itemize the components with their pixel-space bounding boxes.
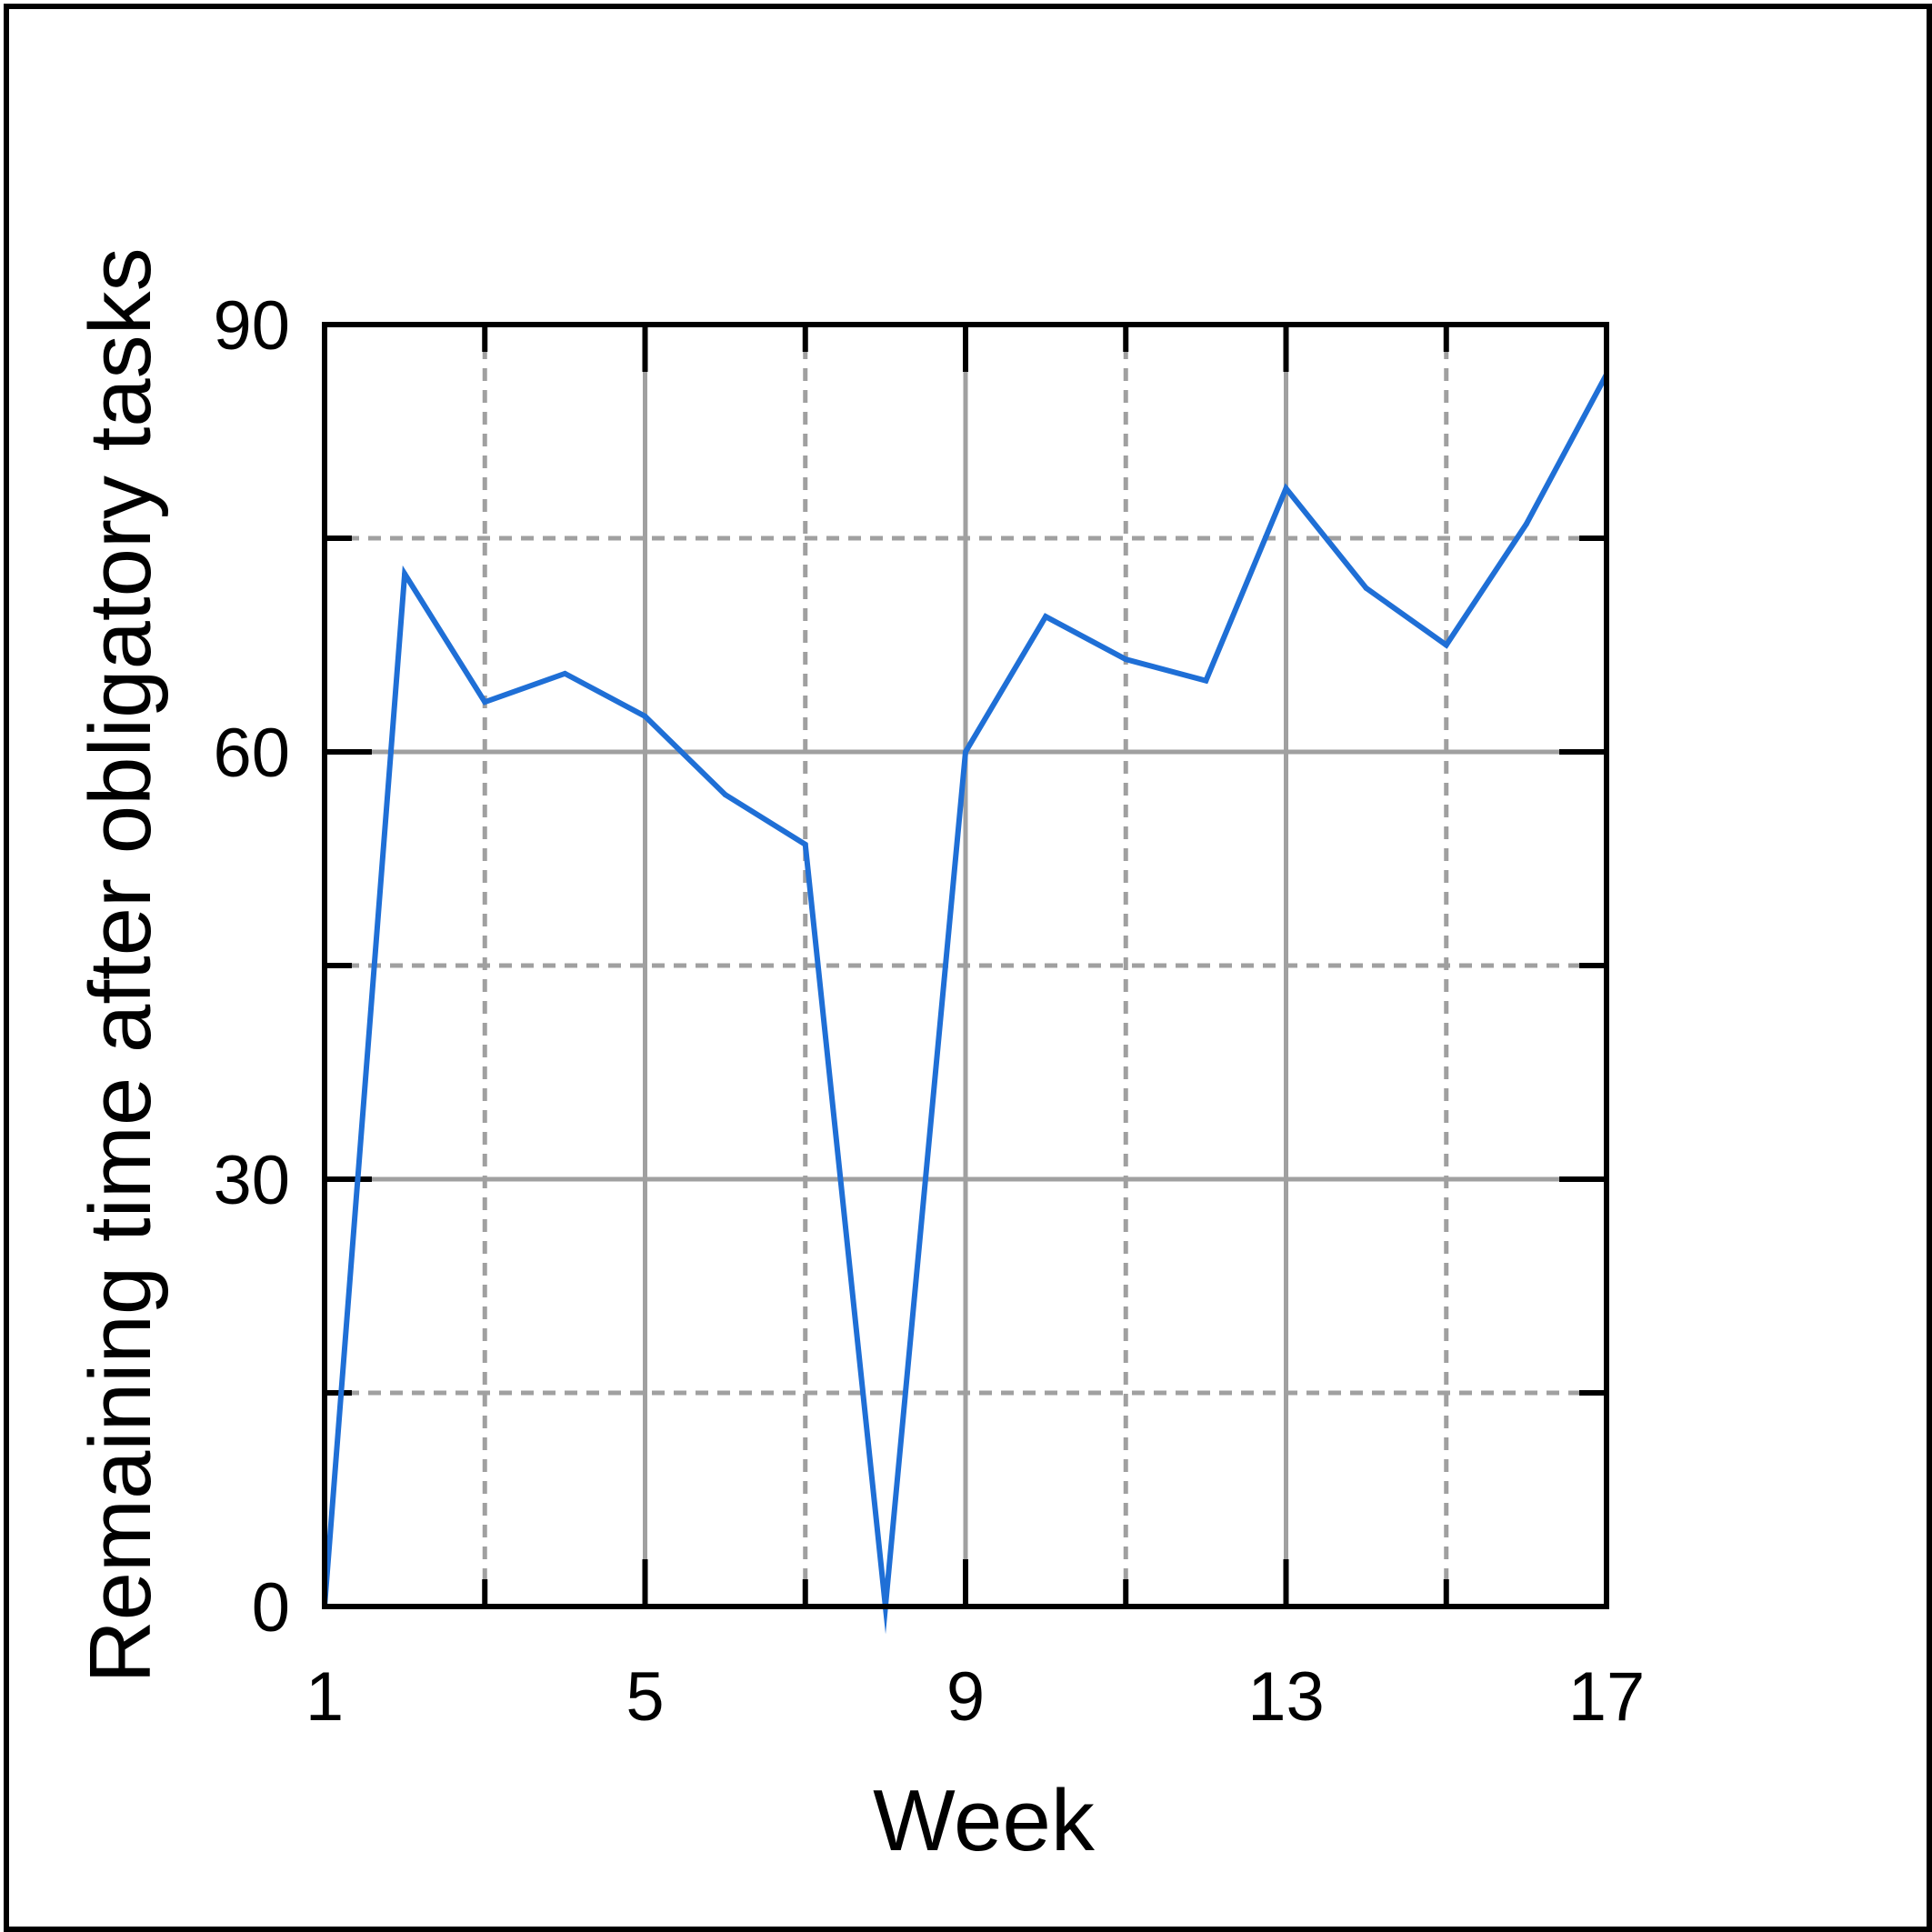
data-point (482, 699, 488, 706)
y-tick-label: 90 (213, 287, 290, 365)
data-point (802, 841, 808, 847)
data-point (1443, 642, 1449, 648)
data-point (642, 713, 648, 719)
data-point (1123, 656, 1129, 663)
x-axis-title: Week (873, 1772, 1096, 1869)
y-tick-label: 30 (213, 1142, 290, 1219)
data-point (722, 792, 728, 797)
data-point (1043, 614, 1049, 620)
x-tick-label: 17 (1568, 1658, 1646, 1736)
data-point (1363, 585, 1369, 591)
y-tick-label: 60 (213, 715, 290, 792)
grid-layer (322, 322, 1609, 1609)
x-tick-label: 9 (946, 1658, 985, 1736)
x-tick-label: 1 (305, 1658, 344, 1736)
data-point (963, 749, 968, 755)
plot-area-border (322, 322, 1609, 1609)
y-tick-label: 0 (252, 1569, 290, 1647)
x-tick-label: 13 (1247, 1658, 1325, 1736)
data-point (1283, 486, 1289, 492)
x-tick-label: 5 (626, 1658, 664, 1736)
y-axis-title: Remaining time after obligatory tasks (72, 247, 169, 1683)
data-point (402, 571, 408, 577)
data-point (562, 670, 568, 676)
x-tick-labels: 1 5 9 13 17 (305, 1658, 1645, 1736)
data-point (1203, 677, 1209, 684)
y-tick-labels: 0 30 60 90 (213, 287, 290, 1647)
data-point (1523, 521, 1529, 527)
